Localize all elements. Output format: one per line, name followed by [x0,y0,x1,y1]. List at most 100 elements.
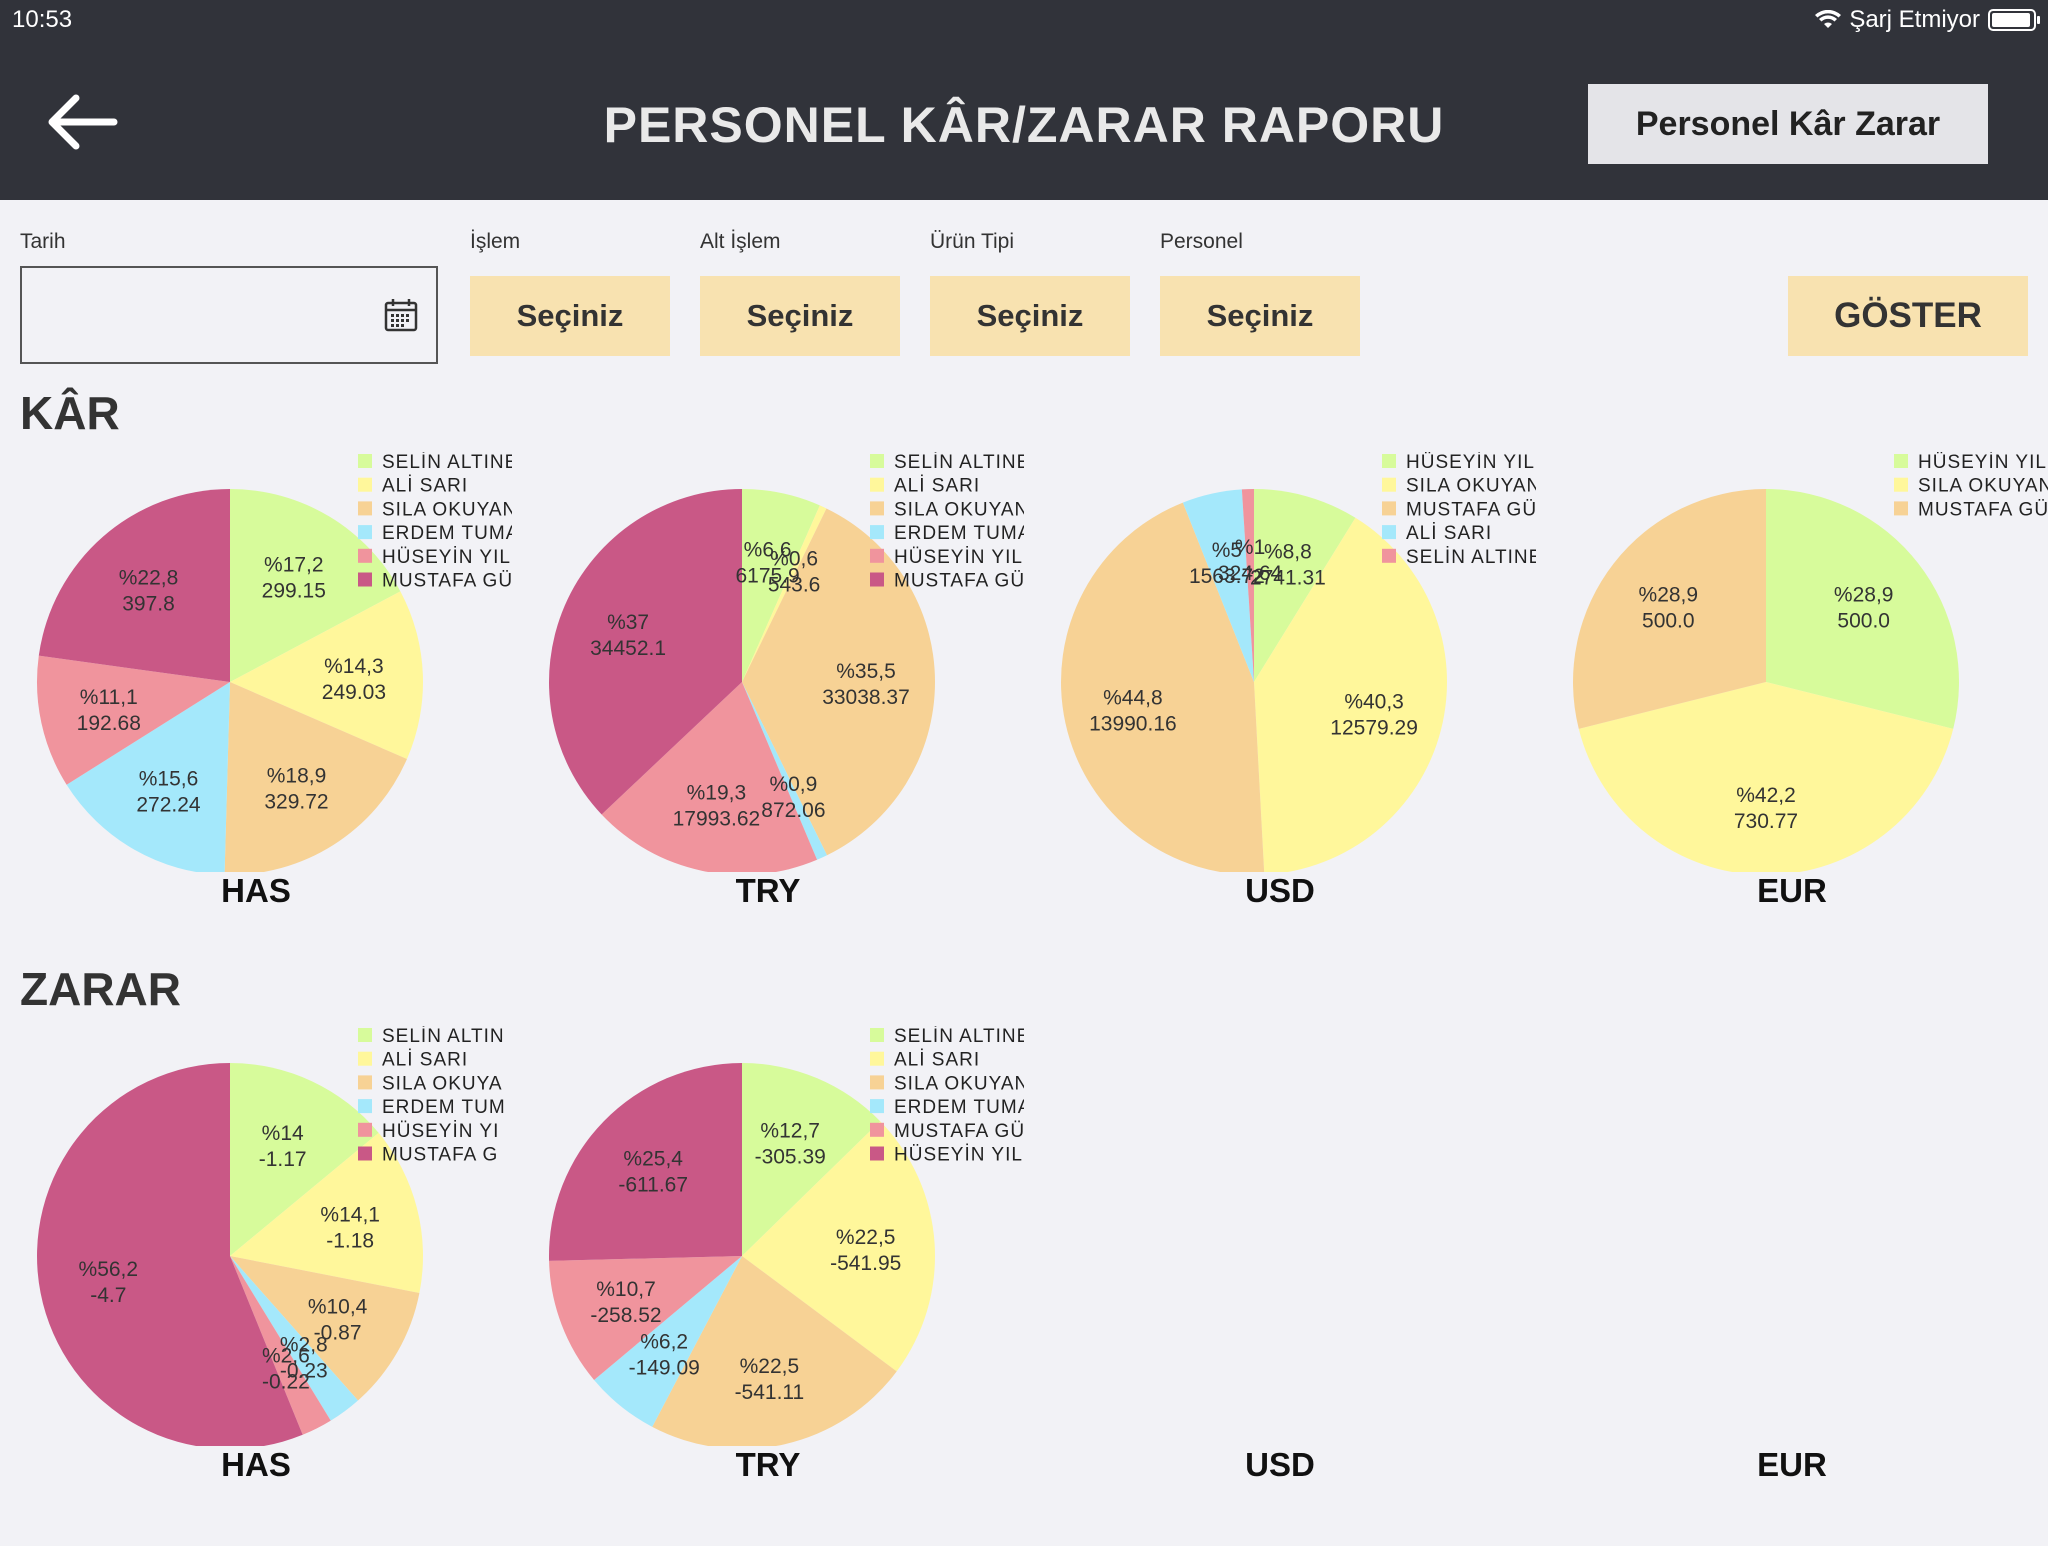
profit-has-slice-3[interactable] [66,682,230,872]
loss-usd-pie-svg [1024,1026,1536,1446]
profit-try-slice-2[interactable] [742,508,936,856]
profit-usd-slice-4[interactable] [1241,489,1254,682]
profit-try-chart: %6,6 6175.9 %0,6 543.6 %35,5 33038.37 %0,9 872.… [512,452,1024,972]
loss-try-slice-label-5: %25,4 -611.67 [618,1147,688,1196]
profit-usd-slice-2[interactable] [1061,502,1265,872]
profit-has-slice-pct-3: %15,6 [139,768,199,791]
profit-has-slice-value-4: 192.68 [77,712,141,735]
loss-has-slice-4[interactable] [230,1256,331,1435]
alt-islem-select[interactable]: Seçiniz [700,276,900,356]
profit-usd-slice-label-0: %8,8 2741.31 [1250,541,1326,590]
loss-try-slice-4[interactable] [549,1256,742,1380]
profit-usd-slice-1[interactable] [1254,517,1447,872]
calendar-icon[interactable] [384,298,418,332]
loss-try-pie-svg: %12,7 -305.39 %22,5 -541.95 %22,5 -541.11 %6,2… [548,1026,1024,1446]
profit-eur-slice-value-1: 730.77 [1734,810,1798,833]
loss-try-slice-1[interactable] [742,1121,936,1372]
profit-eur-legend-label-1: SILA OKUYAN [1918,476,2048,497]
profit-try-slice-3[interactable] [742,682,827,860]
profit-has-pie-svg: %17,2 299.15 %14,3 249.03 %18,9 329.72 %15,6 27… [36,452,512,872]
loss-has-slice-pct-3: %2,8 [280,1334,328,1357]
profit-has-legend-swatch-3 [358,525,372,540]
profit-try-slice-1[interactable] [742,505,827,682]
profit-try-slice-value-2: 33038.37 [822,686,910,709]
loss-has-slice-label-1: %14,1 -1.18 [320,1203,380,1252]
profit-try-slice-5[interactable] [549,489,742,815]
loss-has-slice-label-0: %14 -1.17 [259,1122,307,1171]
urun-tipi-select[interactable]: Seçiniz [930,276,1130,356]
profit-usd-slice-3[interactable] [1182,489,1254,682]
profit-has-slice-label-0: %17,2 299.15 [262,554,326,603]
islem-select[interactable]: Seçiniz [470,276,670,356]
loss-has-slice-value-1: -1.18 [326,1229,374,1252]
profit-try-legend-label-4: HÜSEYİN YILMA [894,547,1024,568]
loss-has-slice-0[interactable] [230,1063,379,1256]
profit-eur-slice-2[interactable] [1573,489,1766,729]
profit-eur-slice-pct-2: %28,9 [1639,584,1699,607]
profit-usd-legend-swatch-1 [1382,477,1396,492]
loss-has-slice-value-2: -0.87 [314,1322,362,1345]
profit-has-slice-0[interactable] [230,489,401,682]
loss-try-slice-pct-5: %25,4 [623,1147,683,1170]
nav-bar: PERSONEL KÂR/ZARAR RAPORU Personel Kâr Z… [0,40,2048,200]
report-type-button[interactable]: Personel Kâr Zarar [1588,84,1988,164]
loss-has-legend-swatch-2 [358,1075,372,1090]
loss-try-slice-5[interactable] [548,1063,742,1261]
profit-has-legend-label-3: ERDEM TUMA [382,523,512,544]
profit-usd-slice-label-4: %1 324.64 [1218,536,1283,585]
personel-select[interactable]: Seçiniz [1160,276,1360,356]
profit-usd-slice-0[interactable] [1254,489,1356,682]
profit-has-slice-2[interactable] [224,682,407,872]
loss-has-slice-pct-0: %14 [262,1122,304,1145]
profit-try-legend-label-1: ALİ SARI [894,476,980,497]
profit-try-slice-value-1: 543.6 [768,574,821,597]
profit-eur-slice-1[interactable] [1578,682,1954,872]
profit-has-slice-1[interactable] [230,591,423,759]
loss-has-legend-swatch-5 [358,1146,372,1161]
profit-eur-slice-pct-1: %42,2 [1736,784,1796,807]
loss-has-slice-5[interactable] [37,1063,303,1446]
loss-has-pie-svg: %14 -1.17 %14,1 -1.18 %10,4 -0.87%2,8 -0.23%2,… [37,1026,505,1446]
profit-eur-chart: %28,9 500.0 %42,2 730.77 %28,9 500.0 HÜSEYİN Y… [1536,452,2048,972]
loss-try-legend-swatch-5 [870,1146,884,1161]
profit-try-slice-0[interactable] [742,489,820,682]
profit-has-slice-value-2: 329.72 [264,791,328,814]
status-right: Şarj Etmiyor [1815,6,2040,34]
loss-try-slice-0[interactable] [742,1063,881,1256]
loss-has-slice-3[interactable] [230,1256,358,1421]
arrow-left-icon[interactable] [46,94,118,150]
loss-try-slice-2[interactable] [652,1256,897,1446]
profit-try-slice-pct-2: %35,5 [836,660,896,683]
profit-has-chart: %17,2 299.15 %14,3 249.03 %18,9 329.72 %15,6 27… [0,452,512,972]
profit-has-slice-5[interactable] [38,489,230,682]
profit-section-title: KÂR [20,387,120,439]
profit-try-slice-label-4: %19,3 17993.62 [673,781,761,830]
profit-eur-slice-0[interactable] [1766,489,1959,729]
loss-has-legend-label-5: MUSTAFA G [382,1145,498,1166]
profit-try-slice-label-1: %0,6 543.6 [768,548,821,597]
show-button[interactable]: GÖSTER [1788,276,2028,356]
profit-usd-chart-title: USD [1245,872,1315,909]
profit-eur-legend-label-2: MUSTAFA GÜ [1918,499,2048,520]
profit-try-slice-4[interactable] [601,682,818,872]
profit-try-slice-label-2: %35,5 33038.37 [822,660,910,709]
loss-try-slice-value-5: -611.67 [618,1173,688,1196]
profit-has-slice-pct-2: %18,9 [267,765,327,788]
profit-usd-slice-value-3: 1563.72 [1189,565,1265,588]
profit-has-legend-swatch-0 [358,454,372,468]
loss-has-slice-value-5: -4.7 [90,1284,126,1307]
loss-try-slice-3[interactable] [594,1256,742,1427]
loss-has-slice-value-4: -0.22 [262,1371,310,1394]
date-field[interactable] [20,266,438,364]
loss-has-slice-value-3: -0.23 [280,1360,328,1383]
profit-has-slice-4[interactable] [36,655,231,785]
loss-has-slice-2[interactable] [230,1256,420,1401]
loss-has-slice-1[interactable] [230,1132,424,1294]
loss-try-slice-pct-1: %22,5 [836,1226,896,1249]
profit-eur-legend-swatch-2 [1894,501,1908,516]
profit-has-legend-swatch-4 [358,548,372,563]
profit-try-legend-swatch-2 [870,501,884,516]
loss-has-slice-label-3: %2,8 -0.23 [280,1334,328,1383]
profit-eur-slice-pct-0: %28,9 [1834,584,1894,607]
